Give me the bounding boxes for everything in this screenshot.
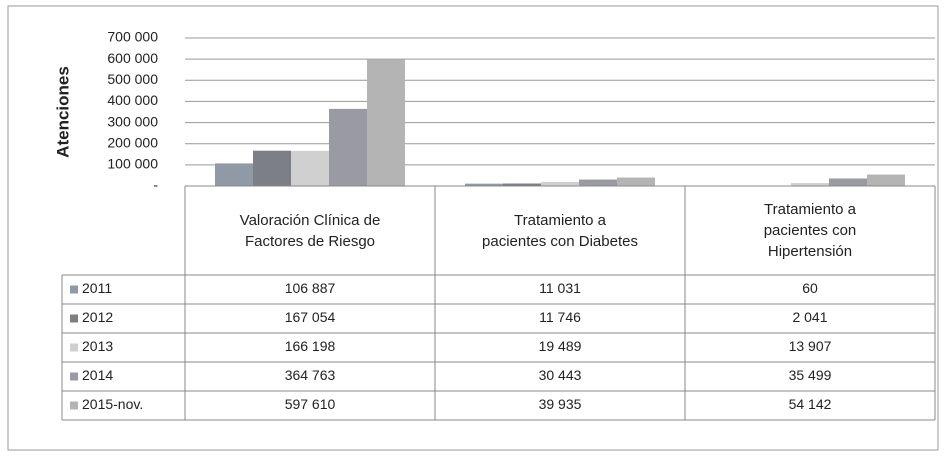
bar [617,177,655,186]
legend-label: 2013 [82,338,113,354]
table-value: 30 443 [539,367,582,383]
legend-swatch [70,314,78,323]
bar [329,108,367,186]
y-tick-label: 600 000 [107,50,158,66]
legend-swatch [70,285,78,294]
y-tick-label: 700 000 [107,29,158,45]
bar [829,178,867,186]
x-tick-label: Valoración Clínica de Factores de Riesgo [239,211,381,250]
table-value: 11 031 [539,280,581,296]
table-value: 60 [802,280,818,296]
bar [253,150,291,186]
bar [791,183,829,186]
x-tick-label: Tratamiento a pacientes con Hipertensión [763,201,857,260]
bar [867,174,905,186]
bar [541,181,579,186]
bar [215,163,253,186]
legend-label: 2015-nov. [82,396,143,412]
bar [367,59,405,186]
table-value: 364 763 [285,367,336,383]
table-value: 13 907 [789,338,832,354]
table-value: 54 142 [789,396,832,412]
y-tick-label: 100 000 [107,156,158,172]
legend-swatch [70,401,78,410]
legend-label: 2012 [82,309,113,325]
table-value: 19 489 [539,338,582,354]
chart-border [7,5,939,451]
y-tick-label: 500 000 [107,71,158,87]
table-value: 39 935 [539,396,582,412]
table-value: 166 198 [285,338,336,354]
legend-swatch [70,343,78,352]
bar [579,179,617,186]
table-value: 167 054 [285,309,336,325]
legend-swatch [70,372,78,381]
legend-label: 2011 [82,280,112,296]
y-tick-label: 300 000 [107,113,158,129]
y-tick-label: 200 000 [107,134,158,150]
legend-label: 2014 [82,367,113,383]
bar [503,183,541,186]
y-tick-label: - [153,177,158,193]
table-value: 11 746 [539,309,581,325]
table-value: 106 887 [285,280,336,296]
table-value: 35 499 [789,367,832,383]
bar [291,150,329,186]
bar [465,183,503,186]
table-value: 597 610 [285,396,336,412]
table-value: 2 041 [792,309,827,325]
y-axis-title: Atenciones [53,66,72,158]
x-tick-label: Tratamiento a pacientes con Diabetes [482,211,638,250]
y-tick-label: 400 000 [107,92,158,108]
